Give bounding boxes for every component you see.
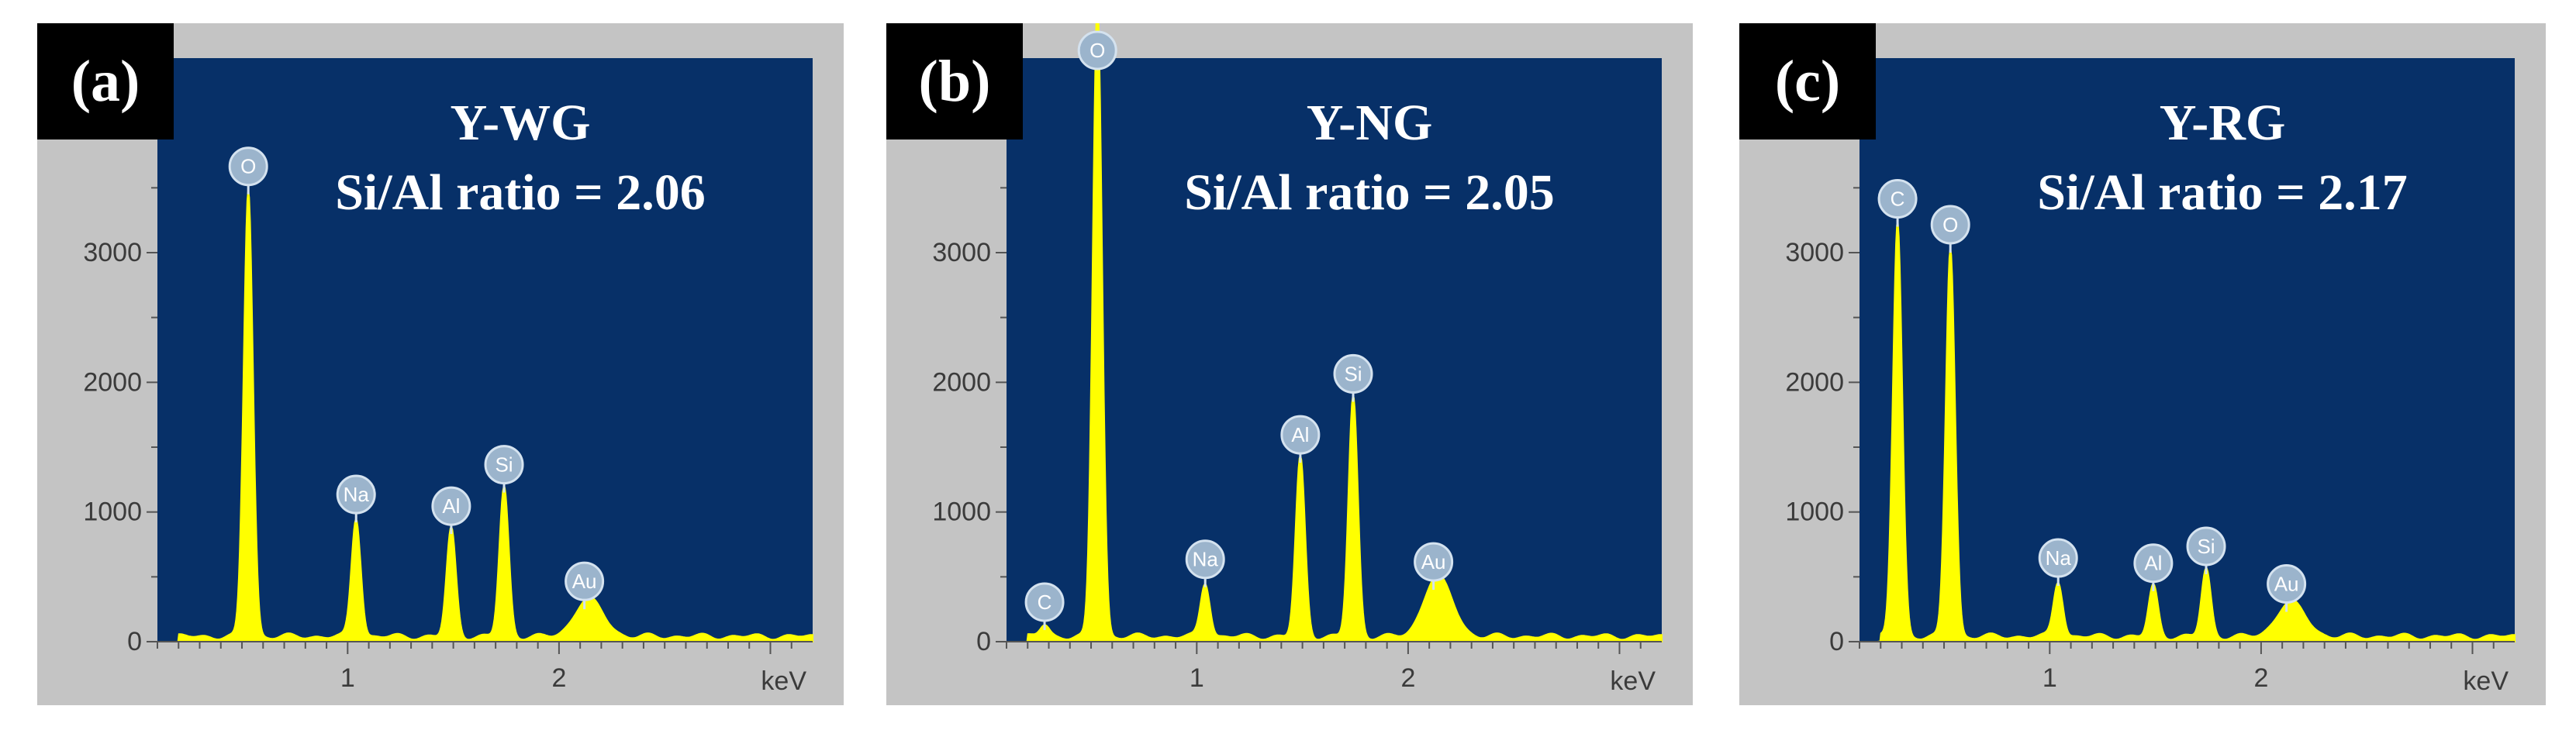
x-tick-label: 2 [2253, 663, 2268, 693]
y-tick-label: 3000 [83, 238, 142, 267]
peak-label: O [1942, 213, 1958, 236]
peak-marker-na: Na [336, 474, 376, 523]
x-tick-label: 1 [1190, 663, 1204, 693]
peak-marker-al: Al [431, 486, 471, 535]
chart-title: Y-RG [2160, 95, 2286, 151]
chart-subtitle: Si/Al ratio = 2.06 [335, 164, 706, 221]
peak-marker-al: Al [2133, 543, 2174, 591]
peak-bubble [431, 486, 471, 526]
peak-label: Si [1344, 362, 1362, 385]
peak-bubble [2186, 526, 2226, 567]
y-tick-label: 2000 [83, 367, 142, 397]
peak-marker-au: Au [2267, 564, 2307, 612]
x-tick-label: 2 [1400, 663, 1415, 693]
peak-bubble [228, 146, 268, 187]
peak-marker-al: Al [1280, 415, 1321, 463]
peak-label: O [240, 155, 256, 178]
y-tick-label: 1000 [932, 498, 991, 527]
peak-label: Si [495, 453, 513, 477]
peak-bubble [2267, 564, 2307, 604]
x-axis-label: keV [761, 666, 806, 696]
peak-marker-o: O [228, 146, 268, 195]
x-axis-label: keV [2463, 666, 2509, 696]
peak-label: O [1089, 39, 1105, 62]
peak-marker-o: O [1930, 205, 1970, 253]
y-tick-label: 3000 [1785, 238, 1844, 267]
chart-subtitle: Si/Al ratio = 2.05 [1184, 164, 1555, 221]
y-tick-label: 2000 [1785, 367, 1844, 397]
peak-bubble [1280, 415, 1321, 455]
peak-label: Al [442, 494, 460, 518]
peak-marker-au: Au [565, 561, 605, 610]
peak-marker-c: C [1877, 179, 1918, 227]
spectrum-line [1007, 23, 1663, 642]
peak-label: C [1038, 591, 1052, 614]
peak-label: Au [1421, 550, 1446, 573]
y-tick-label: 0 [1829, 627, 1844, 656]
chart-title: Y-NG [1307, 95, 1433, 151]
chart-title: Y-WG [451, 95, 591, 151]
peak-bubble [1024, 582, 1065, 622]
peak-marker-o: O [1077, 30, 1117, 71]
panel-label-c: (c) [1739, 23, 1876, 139]
peak-bubble [336, 474, 376, 515]
x-tick-label: 1 [2042, 663, 2057, 693]
panel-label-b: (b) [886, 23, 1023, 139]
peak-label: Au [572, 570, 597, 593]
peak-bubble [1414, 542, 1454, 582]
chart-subtitle: Si/Al ratio = 2.17 [2037, 164, 2408, 221]
spectrum-line [157, 190, 813, 642]
peak-bubble [1930, 205, 1970, 245]
plot-area [157, 58, 813, 642]
peak-label: C [1891, 188, 1905, 211]
y-tick-label: 3000 [932, 238, 991, 267]
peak-marker-c: C [1024, 582, 1065, 630]
peak-marker-si: Si [2186, 526, 2226, 574]
peak-marker-au: Au [1414, 542, 1454, 591]
peak-label: Na [2046, 546, 2072, 570]
peak-bubble [1877, 179, 1918, 219]
peak-bubble [484, 445, 524, 485]
peak-bubble [1185, 539, 1225, 580]
y-tick-label: 0 [976, 627, 991, 656]
plot-area [1007, 58, 1662, 642]
y-tick-label: 1000 [83, 498, 142, 527]
peak-bubble [565, 561, 605, 601]
peak-bubble [1077, 30, 1117, 71]
x-tick-label: 2 [551, 663, 566, 693]
y-tick-label: 0 [127, 627, 142, 656]
y-tick-label: 1000 [1785, 498, 1844, 527]
peak-label: Na [1193, 548, 1219, 571]
peak-label: Si [2197, 535, 2215, 558]
peak-bubble [1333, 353, 1373, 394]
peak-marker-na: Na [2038, 538, 2078, 587]
peak-bubble [2133, 543, 2174, 584]
peak-marker-si: Si [1333, 353, 1373, 402]
x-tick-label: 1 [340, 663, 355, 693]
x-axis-label: keV [1610, 666, 1656, 696]
peak-label: Al [2144, 552, 2162, 575]
peak-label: Na [344, 483, 370, 506]
peak-marker-na: Na [1185, 539, 1225, 587]
peak-label: Au [2274, 573, 2299, 596]
y-tick-label: 2000 [932, 367, 991, 397]
peak-marker-si: Si [484, 445, 524, 493]
peak-label: Al [1291, 423, 1309, 446]
peak-bubble [2038, 538, 2078, 578]
panel-label-a: (a) [37, 23, 174, 139]
spectrum-line [1859, 222, 2516, 642]
